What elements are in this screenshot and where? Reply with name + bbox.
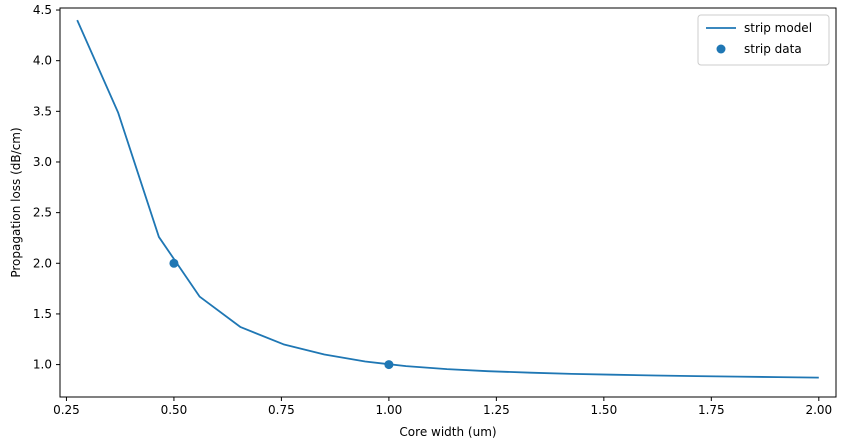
- data-point-strip-data: [169, 258, 179, 268]
- x-tick-label: 0.25: [53, 403, 80, 417]
- x-axis-label: Core width (um): [399, 425, 496, 439]
- axes-frame: [59, 7, 837, 398]
- y-tick-label: 2.0: [33, 256, 52, 270]
- y-axis-label: Propagation loss (dB/cm): [9, 127, 23, 277]
- y-tick-label: 2.5: [33, 206, 52, 220]
- y-tick-label: 4.0: [33, 54, 52, 68]
- x-tick-label: 2.00: [805, 403, 832, 417]
- legend-label-strip-model: strip model: [744, 21, 812, 35]
- y-tick-label: 3.0: [33, 155, 52, 169]
- legend-label-strip-data: strip data: [744, 42, 802, 56]
- y-tick-label: 4.5: [33, 3, 52, 17]
- legend: strip model strip data: [697, 14, 830, 66]
- y-tick-label: 1.5: [33, 307, 52, 321]
- y-tick-label: 1.0: [33, 358, 52, 372]
- data-point-strip-data: [384, 360, 394, 370]
- series-line-strip-model: [76, 19, 819, 379]
- x-tick-label: 1.75: [698, 403, 725, 417]
- x-axis: 0.25 0.50 0.75 1.00 1.25 1.50 1.75 2.00: [53, 397, 832, 417]
- legend-marker-swatch: [716, 44, 726, 54]
- y-tick-label: 3.5: [33, 104, 52, 118]
- x-tick-label: 1.25: [483, 403, 510, 417]
- x-tick-label: 1.50: [590, 403, 617, 417]
- x-tick-label: 1.00: [376, 403, 403, 417]
- x-tick-label: 0.50: [161, 403, 188, 417]
- plot-area: [76, 19, 819, 379]
- y-axis: 1.0 1.5 2.0 2.5 3.0 3.5 4.0 4.5: [33, 3, 60, 372]
- x-tick-label: 0.75: [268, 403, 295, 417]
